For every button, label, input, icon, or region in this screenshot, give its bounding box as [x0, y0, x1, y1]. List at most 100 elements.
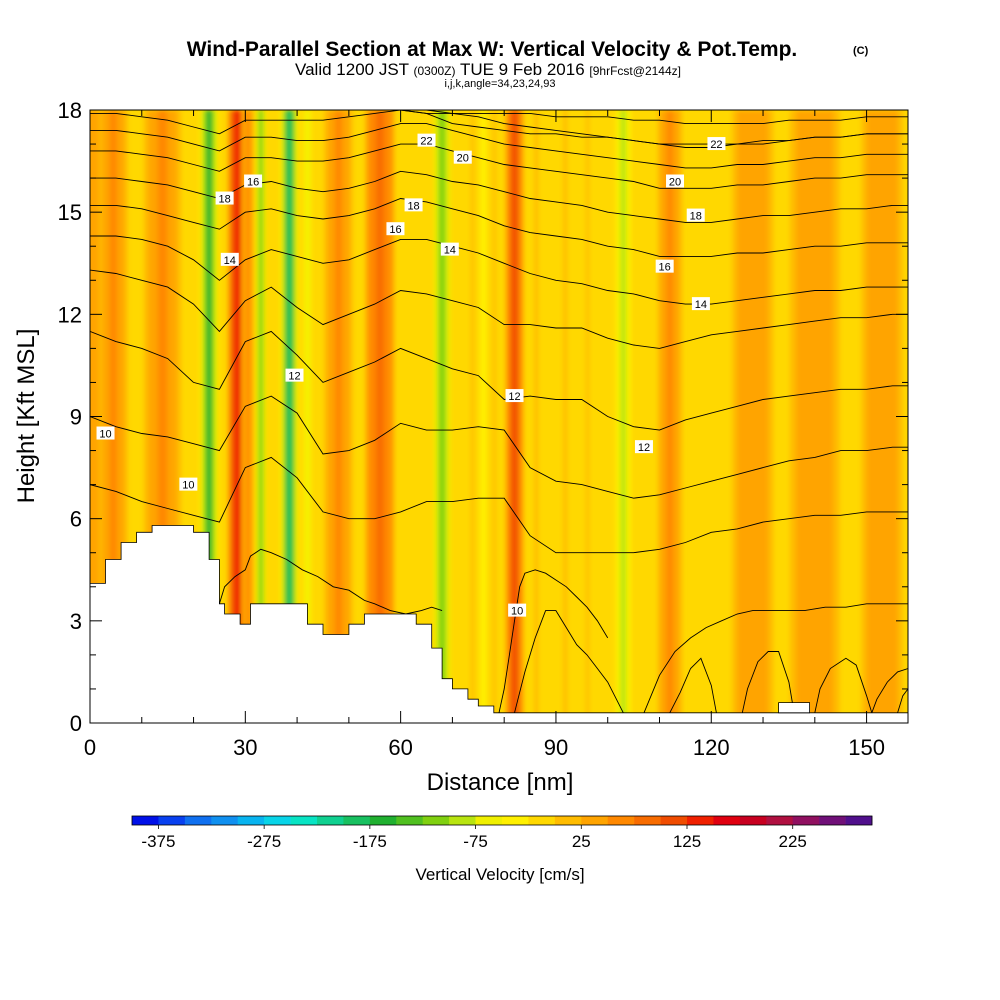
- contour-label: 20: [453, 150, 472, 165]
- velocity-band: [235, 110, 241, 723]
- colorbar-swatch: [211, 816, 239, 825]
- contour-label: 10: [508, 603, 527, 618]
- velocity-band: [305, 110, 310, 723]
- contour-label: 16: [244, 174, 263, 189]
- colorbar-swatch: [845, 816, 873, 825]
- colorbar-swatch: [687, 816, 714, 825]
- x-tick-label: 30: [233, 735, 257, 760]
- theta-contour: [90, 123, 908, 169]
- chart-title: Wind-Parallel Section at Max W: Vertical…: [187, 38, 798, 61]
- colorbar-swatch: [766, 816, 794, 825]
- colorbar-swatch: [475, 816, 503, 825]
- colorbar-tick-label: -275: [247, 832, 281, 851]
- velocity-band: [439, 110, 445, 723]
- theta-contour: [90, 395, 908, 499]
- velocity-band: [747, 110, 758, 723]
- contour-label: 16: [386, 222, 405, 236]
- y-tick-label: 3: [70, 609, 82, 634]
- colorbar-tick-label: -375: [141, 832, 175, 851]
- contour-label-text: 20: [669, 177, 681, 189]
- valid-time: Valid 1200 JST (0300Z) TUE 9 Feb 2016 [9…: [295, 60, 681, 79]
- velocity-band: [287, 110, 292, 723]
- colorbar-frame: [131, 815, 873, 826]
- colorbar-swatch: [634, 816, 661, 825]
- contour-label-bg: [404, 198, 423, 212]
- theta-contour: [741, 651, 795, 713]
- contour-label-bg: [634, 440, 653, 454]
- theta-contour: [514, 610, 624, 714]
- contour-label-bg: [440, 242, 459, 256]
- theta-contour: [871, 668, 908, 713]
- theta-contour: [90, 269, 908, 349]
- x-tick-label: 90: [544, 735, 568, 760]
- velocity-band: [376, 110, 384, 723]
- terrain-bumps: [778, 702, 810, 714]
- contour-label-bg: [691, 297, 710, 311]
- colorbar: -375 -275 -175 -75 25 125 225: [131, 815, 873, 851]
- contour-label: 18: [404, 198, 423, 212]
- contour-label-text: 12: [288, 371, 300, 383]
- contour-label-bg: [655, 259, 674, 273]
- velocity-band: [512, 110, 517, 723]
- theta-contour: [814, 657, 873, 713]
- contour-label-text: 22: [420, 136, 432, 148]
- colorbar-swatch: [819, 816, 846, 825]
- theta-contour: [90, 110, 908, 145]
- colorbar-swatch: [713, 816, 741, 825]
- theta-contour: [669, 657, 717, 714]
- contour-label-text: 18: [690, 211, 702, 223]
- y-axis: 0 3 6 9 12 15 18: [58, 98, 908, 736]
- contour-label-text: 22: [710, 139, 722, 151]
- contour-label-bg: [417, 133, 436, 147]
- contour-labels: 10 10 12 12 12 14 14 14 16 16 16 18 18 18 20 20 22 22 10: [96, 133, 726, 618]
- colorbar-swatch: [554, 816, 582, 825]
- x-tick-label: 120: [693, 735, 730, 760]
- x-axis: 0 30 60 90 120 150: [84, 110, 885, 760]
- velocity-band: [246, 110, 250, 723]
- contour-label-text: 12: [508, 391, 520, 403]
- valid-utc: (0300Z): [413, 64, 455, 78]
- velocity-band: [573, 110, 580, 723]
- velocity-band: [334, 110, 343, 723]
- contour-label-bg: [686, 208, 705, 222]
- theta-contour: [643, 603, 908, 713]
- contour-label: 18: [686, 208, 705, 223]
- contour-label-bg: [453, 150, 472, 164]
- contour-label: 16: [655, 259, 674, 274]
- colorbar-swatch: [502, 816, 529, 825]
- colorbar-swatch: [396, 816, 424, 825]
- contour-label-text: 10: [182, 480, 194, 492]
- colorbar-tick-label: -175: [353, 832, 387, 851]
- theta-contours: [90, 110, 908, 714]
- theta-contour: [90, 198, 908, 257]
- colorbar-tick-label: 25: [572, 832, 591, 851]
- contour-label-text: 20: [457, 153, 469, 165]
- velocity-band: [157, 110, 168, 723]
- contour-label-text: 16: [247, 177, 259, 189]
- contour-label-text: 14: [695, 299, 707, 311]
- contour-label: 10: [96, 426, 115, 441]
- colorbar-swatch: [158, 816, 186, 825]
- theta-contour: [90, 143, 908, 189]
- terrain-bump: [778, 702, 810, 714]
- colorbar-swatch: [369, 816, 397, 825]
- contour-label-bg: [96, 426, 115, 440]
- contour-label-text: 16: [389, 224, 401, 236]
- contour-label-bg: [386, 222, 405, 236]
- contour-label: 12: [285, 368, 304, 383]
- velocity-band: [206, 110, 212, 723]
- y-tick-label: 0: [70, 711, 82, 736]
- y-axis-label: Height [Kft MSL]: [13, 329, 40, 504]
- colorbar-label: Vertical Velocity [cm/s]: [415, 865, 584, 884]
- contour-label: 22: [707, 137, 726, 151]
- velocity-band: [666, 110, 673, 723]
- x-tick-label: 0: [84, 735, 96, 760]
- contour-label-text: 14: [444, 245, 456, 257]
- colorbar-swatch: [528, 816, 556, 825]
- contour-label-text: 12: [638, 442, 650, 454]
- terrain: [90, 525, 908, 723]
- velocity-band: [259, 110, 263, 723]
- contour-label-text: 16: [659, 262, 671, 274]
- y-tick-label: 9: [70, 405, 82, 430]
